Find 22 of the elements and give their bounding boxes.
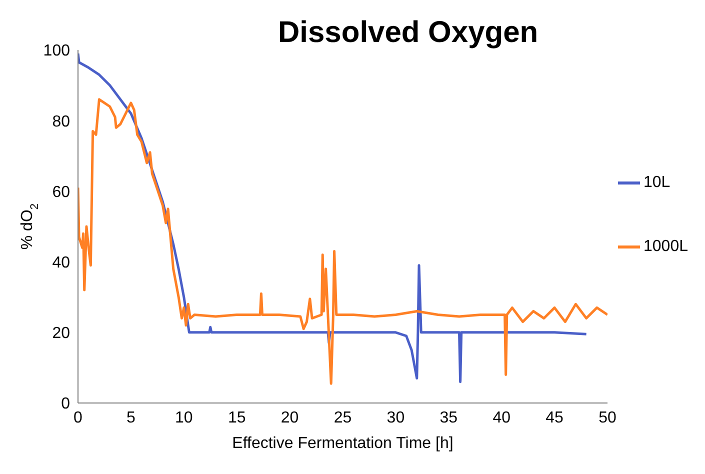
x-tick-label: 40 <box>492 409 511 426</box>
legend-label: 10L <box>644 174 670 192</box>
y-tick-label: 100 <box>43 42 70 60</box>
y-tick-label: 0 <box>61 396 70 413</box>
y-tick-label: 20 <box>52 325 70 342</box>
x-tick-label: 45 <box>546 409 564 426</box>
x-tick-label: 5 <box>126 409 136 426</box>
x-tick-label: 35 <box>440 409 458 426</box>
line-series <box>78 98 608 385</box>
x-tick-label: 50 <box>598 409 616 426</box>
x-tick-label: 0 <box>74 409 83 426</box>
x-tick-label: 30 <box>386 409 405 426</box>
y-tick-label: 60 <box>52 184 70 201</box>
x-tick-label: 15 <box>228 409 246 426</box>
chart-title: Dissolved Oxygen <box>278 16 538 50</box>
x-tick-label: 20 <box>280 409 299 426</box>
x-axis-title: Effective Fermentation Time [h] <box>232 435 454 452</box>
y-tick-label: 80 <box>52 113 70 130</box>
x-tick-label: 10 <box>175 409 193 426</box>
legend-label: 1000L <box>644 238 688 256</box>
x-tick-label: 25 <box>334 409 352 426</box>
y-tick-label: 40 <box>52 254 70 272</box>
